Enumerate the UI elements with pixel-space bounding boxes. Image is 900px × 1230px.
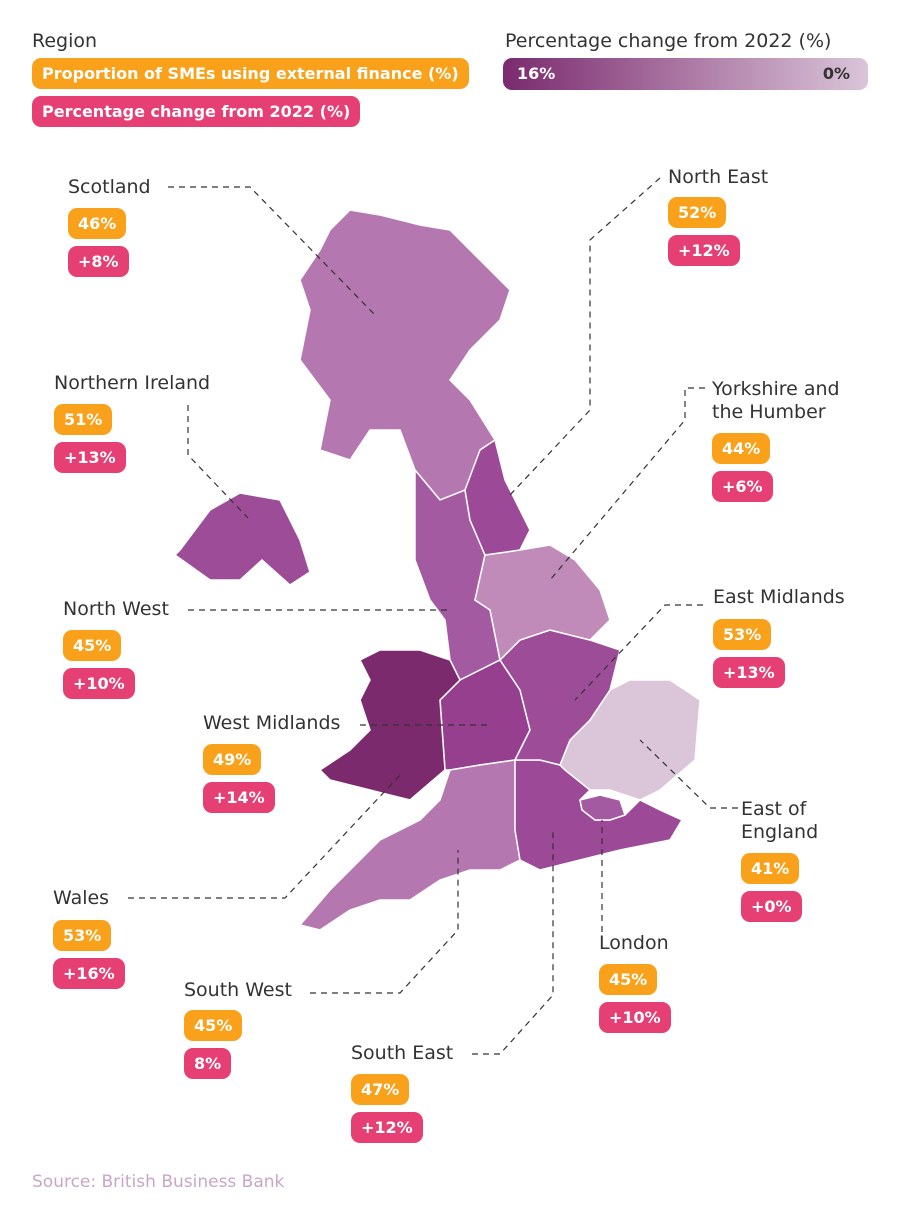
region-name: London	[599, 932, 669, 954]
leader-line	[187, 405, 249, 519]
change-label: +8%	[68, 246, 129, 277]
source: Source: British Business Bank	[32, 1172, 285, 1192]
proportion-label: 44%	[712, 433, 771, 464]
leader-line	[472, 830, 554, 1055]
proportion-label: 52%	[668, 197, 727, 228]
proportion-label: 47%	[351, 1074, 410, 1105]
scale-title: Percentage change from 2022 (%)	[505, 30, 832, 52]
proportion-label: 46%	[68, 208, 127, 239]
proportion-label: 45%	[599, 964, 658, 995]
change-label: +13%	[54, 442, 126, 473]
region-name: Scotland	[68, 176, 151, 198]
region-shape	[464, 438, 531, 556]
region-name: East Midlands	[713, 586, 845, 608]
region-shape	[173, 492, 311, 586]
change-label: +16%	[53, 958, 125, 989]
region-name: West Midlands	[203, 712, 341, 734]
leader-line	[310, 850, 459, 994]
change-label: +10%	[599, 1002, 671, 1033]
scale-max: 16%	[517, 64, 556, 83]
proportion-label: 53%	[53, 920, 112, 951]
leader-line	[574, 604, 703, 701]
region-shape	[579, 794, 626, 821]
leader-line	[168, 186, 376, 316]
leader-line	[549, 387, 705, 581]
leader-line	[639, 739, 738, 809]
region-name: Yorkshire and the Humber	[712, 378, 840, 423]
proportion-label: 51%	[54, 404, 113, 435]
change-label: +6%	[712, 471, 773, 502]
change-label: +13%	[713, 657, 785, 688]
region-name: South West	[184, 979, 292, 1001]
region-name: East of England	[741, 798, 819, 843]
region-name: Northern Ireland	[54, 372, 211, 394]
change-label: +14%	[203, 782, 275, 813]
leader-line	[509, 177, 661, 496]
proportion-label: 45%	[63, 630, 122, 661]
proportion-label: 53%	[713, 619, 772, 650]
region-name: Wales	[53, 887, 110, 909]
region-shape	[474, 544, 611, 662]
leader-line	[128, 774, 401, 899]
region-name: North East	[668, 166, 769, 188]
region-shape	[318, 649, 461, 801]
change-label: +12%	[668, 235, 740, 266]
proportion-label: 49%	[203, 744, 262, 775]
change-label: +12%	[351, 1112, 423, 1143]
region-name: North West	[63, 598, 169, 620]
change-label: +0%	[741, 891, 802, 922]
legend-proportion: Proportion of SMEs using external financ…	[32, 58, 469, 89]
change-label: +10%	[63, 668, 135, 699]
legend-change: Percentage change from 2022 (%)	[32, 96, 361, 127]
proportion-label: 41%	[741, 853, 800, 884]
region-name: South East	[351, 1042, 454, 1064]
proportion-label: 45%	[184, 1010, 243, 1041]
scale-min: 0%	[822, 64, 850, 83]
scale-bar	[503, 58, 868, 90]
change-label: 8%	[184, 1048, 232, 1079]
legend-title: Region	[32, 30, 98, 52]
